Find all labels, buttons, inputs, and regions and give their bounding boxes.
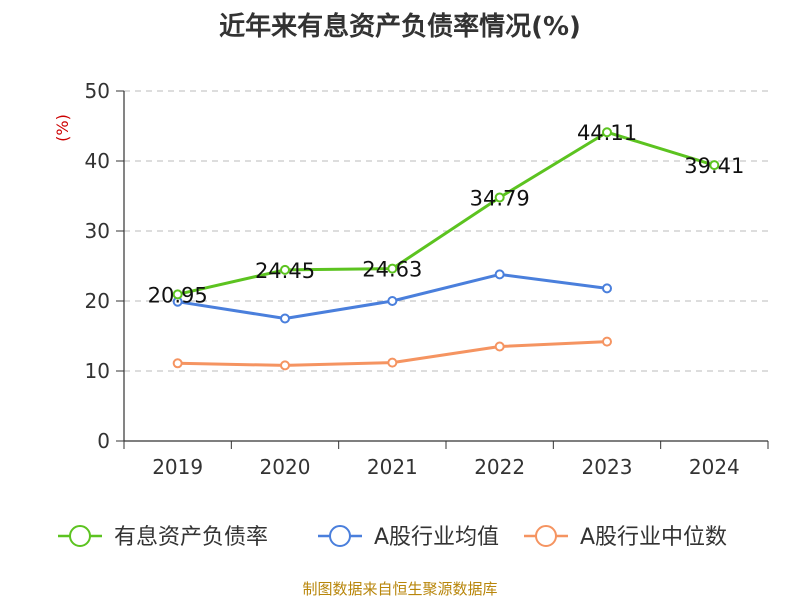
data-point bbox=[602, 127, 612, 138]
y-tick-label: 0 bbox=[97, 429, 110, 453]
x-tick-label: 2019 bbox=[152, 455, 203, 479]
data-point bbox=[494, 269, 505, 280]
series-layer bbox=[172, 127, 720, 371]
legend: 有息资产负债率 A股行业均值 A股行业中位数 bbox=[58, 525, 727, 550]
legend-item-0[interactable]: 有息资产负债率 bbox=[58, 525, 268, 550]
y-tick-label: 10 bbox=[85, 359, 110, 383]
x-tick-label: 2024 bbox=[689, 455, 740, 479]
data-point bbox=[280, 313, 290, 324]
data-point bbox=[602, 283, 612, 294]
data-source: 制图数据来自恒生聚源数据库 bbox=[302, 580, 498, 598]
y-tick-label: 50 bbox=[85, 79, 110, 103]
data-point bbox=[387, 263, 398, 274]
legend-label: A股行业均值 bbox=[374, 525, 499, 550]
data-point bbox=[494, 192, 505, 203]
data-point bbox=[280, 264, 290, 275]
data-point bbox=[494, 341, 505, 352]
legend-item-1[interactable]: A股行业均值 bbox=[318, 525, 499, 550]
data-point bbox=[602, 336, 612, 347]
x-tick-label: 2020 bbox=[260, 455, 311, 479]
y-tick-label: 20 bbox=[85, 289, 110, 313]
x-tick-label: 2021 bbox=[367, 455, 418, 479]
data-point bbox=[387, 296, 398, 306]
data-point bbox=[280, 360, 290, 371]
data-label: 44.11 bbox=[577, 121, 637, 145]
data-point bbox=[709, 160, 720, 171]
legend-label: A股行业中位数 bbox=[580, 525, 727, 550]
data-label: 39.41 bbox=[684, 154, 744, 178]
x-tick-label: 2022 bbox=[474, 455, 525, 479]
legend-item-2[interactable]: A股行业中位数 bbox=[524, 525, 727, 550]
grid-lines bbox=[124, 90, 768, 372]
data-label: 24.63 bbox=[362, 258, 422, 282]
data-point bbox=[172, 358, 183, 369]
data-point bbox=[387, 357, 398, 368]
data-label: 20.95 bbox=[148, 283, 208, 307]
data-point bbox=[172, 289, 183, 300]
x-tick-label: 2023 bbox=[582, 455, 633, 479]
series-line-0 bbox=[177, 130, 715, 296]
legend-label: 有息资产负债率 bbox=[114, 525, 268, 550]
axes: 0 10 20 30 40 50 2019 2020 2021 2022 2023 2024 bbox=[85, 79, 769, 479]
data-label: 24.45 bbox=[255, 259, 315, 283]
y-axis-label: (%) bbox=[53, 114, 72, 142]
y-tick-label: 40 bbox=[85, 149, 110, 173]
y-tick-label: 30 bbox=[85, 219, 110, 243]
chart-title: 近年来有息资产负债率情况(%) bbox=[219, 12, 581, 42]
legend-marker bbox=[69, 525, 91, 547]
data-labels: 20.95 24.45 24.63 34.79 44.11 39.41 bbox=[148, 121, 745, 307]
data-label: 34.79 bbox=[470, 186, 530, 210]
legend-marker bbox=[535, 525, 557, 547]
legend-marker bbox=[329, 525, 351, 547]
